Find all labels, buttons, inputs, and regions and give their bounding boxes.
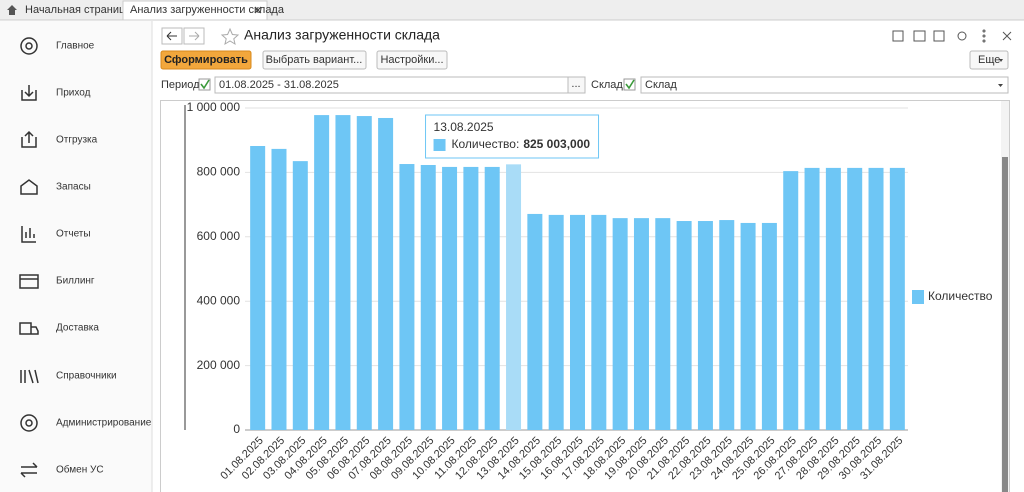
close-tab[interactable] [254, 6, 262, 14]
bar [655, 218, 671, 430]
y-tick-label: 600 000 [197, 229, 241, 243]
y-tick-label: 400 000 [197, 293, 241, 307]
bar [271, 148, 287, 431]
bar [463, 166, 479, 430]
bar [804, 167, 820, 430]
bar [506, 164, 522, 430]
menu-item[interactable]: Биллинг [56, 276, 95, 287]
tab[interactable]: Анализ загруженности склада [130, 4, 285, 16]
button-label[interactable]: Выбрать вариант... [266, 54, 363, 66]
bar [314, 115, 330, 431]
bar [399, 164, 415, 430]
bar [420, 164, 436, 430]
legend-label: Количество [928, 289, 993, 303]
sidebar-icons [19, 37, 39, 478]
bar [548, 214, 564, 430]
bar [868, 167, 884, 430]
menu-item[interactable]: Обмен УС [56, 464, 104, 476]
tooltip-label: Количество: [452, 137, 520, 151]
settings-button[interactable] [376, 50, 448, 70]
menu-item[interactable]: Администрирование [56, 418, 152, 429]
form-title: Анализ загруженности склада [244, 27, 440, 43]
bar [378, 117, 394, 431]
bar [335, 115, 351, 431]
variant-button[interactable] [262, 50, 367, 70]
bar [570, 214, 585, 430]
field-label: Склад: [591, 79, 626, 91]
menu-item[interactable]: Запасы [56, 182, 91, 193]
bar [484, 166, 500, 430]
menu-item[interactable]: Приход [56, 88, 91, 99]
bar [591, 214, 607, 430]
bar [612, 218, 628, 430]
period-value[interactable]: 01.08.2025 - 31.08.2025 [219, 79, 339, 91]
bar [527, 213, 543, 430]
bar [825, 167, 841, 430]
menu-item[interactable]: Отгрузка [56, 135, 98, 146]
button-label[interactable]: Настройки... [380, 54, 443, 66]
menu-item[interactable]: Отчеты [56, 229, 91, 240]
checkbox[interactable] [623, 78, 636, 91]
menu-item[interactable]: Справочники [56, 371, 117, 382]
legend-swatch [912, 290, 924, 304]
bar [719, 220, 735, 430]
button-label[interactable]: ... [571, 78, 580, 90]
y-tick-label: 200 000 [197, 358, 241, 372]
tooltip [425, 114, 600, 159]
menu-item[interactable]: Доставка [56, 323, 99, 334]
y-tick-label: 0 [233, 422, 240, 436]
button-label[interactable]: Еще [978, 54, 1000, 66]
tooltip-swatch [433, 139, 446, 151]
bar [740, 222, 756, 430]
favorite[interactable] [220, 27, 240, 46]
bar [697, 221, 713, 430]
bar [633, 218, 649, 430]
bar [847, 167, 863, 430]
generate-button[interactable] [160, 50, 252, 70]
button-label[interactable]: Сформировать [164, 54, 248, 66]
scroll-thumb[interactable] [1002, 157, 1008, 492]
active-tab[interactable] [122, 0, 268, 21]
tooltip-value: 825 003,000 [523, 137, 590, 151]
y-tick-label: 1 000 000 [187, 100, 241, 114]
menu-item[interactable]: Главное [56, 41, 95, 52]
bar [250, 145, 266, 430]
bar [889, 167, 905, 430]
y-tick-label: 800 000 [197, 165, 241, 179]
field-label: Период: [161, 79, 203, 91]
more-button[interactable] [969, 50, 1009, 70]
warehouse-input[interactable] [640, 76, 1009, 94]
bar [761, 222, 777, 430]
bar [356, 116, 372, 431]
home-icon[interactable] [7, 5, 17, 15]
tab[interactable]: Начальная страница [25, 4, 132, 16]
toolbar-icons[interactable] [892, 29, 1012, 43]
tooltip-title: 13.08.2025 [434, 120, 494, 134]
checkbox[interactable] [198, 78, 211, 91]
bar [292, 161, 308, 430]
bar [442, 166, 458, 430]
select-button[interactable] [567, 76, 586, 94]
warehouse-value[interactable]: Склад [645, 79, 677, 91]
bar [676, 221, 692, 430]
bar [783, 171, 799, 430]
